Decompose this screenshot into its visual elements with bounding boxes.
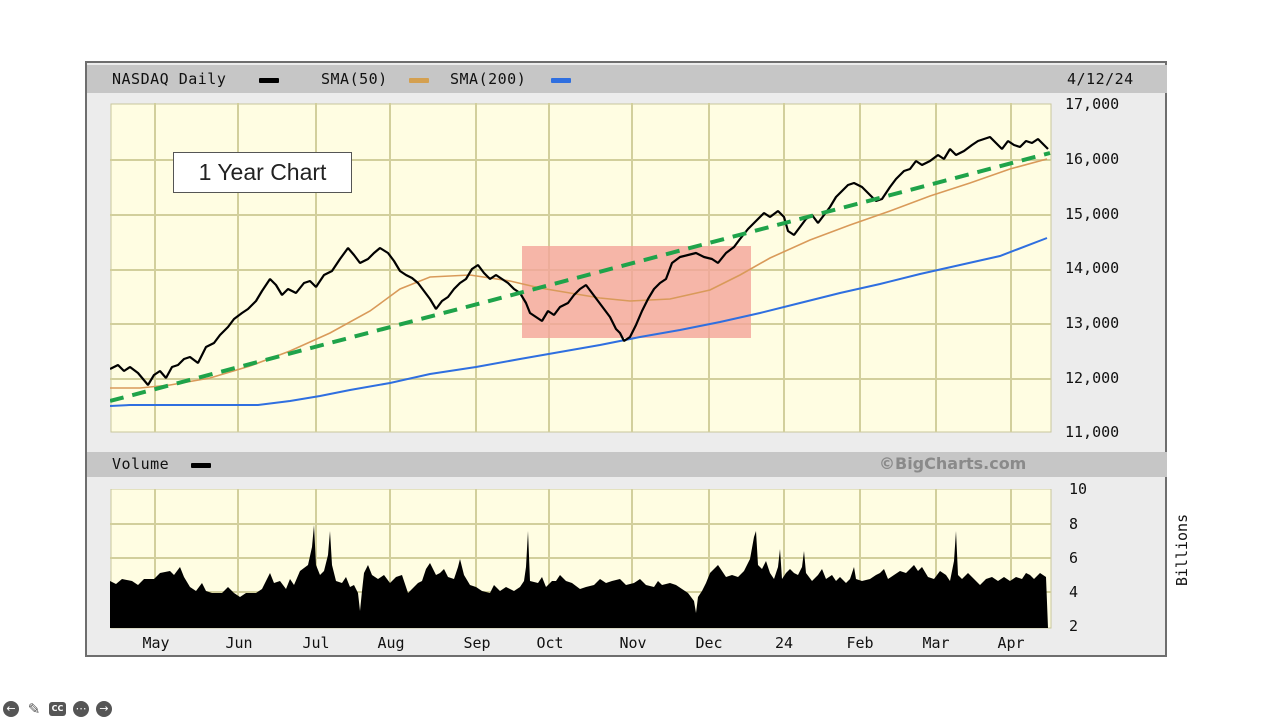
vol-tick-4: 4 — [1069, 583, 1079, 601]
trendline — [110, 151, 1051, 403]
volume-legend-swatch — [191, 463, 211, 468]
x-tick-feb: Feb — [846, 634, 874, 652]
x-tick-nov: Nov — [619, 634, 647, 652]
volume-header: Volume ©BigCharts.com — [87, 452, 1167, 477]
chart-date: 4/12/24 — [1067, 70, 1134, 88]
pen-icon[interactable]: ✎ — [27, 700, 41, 718]
closed-captions-icon[interactable]: CC — [49, 702, 66, 716]
legend-sma50-swatch — [409, 78, 429, 83]
next-icon[interactable]: → — [96, 701, 112, 717]
price-line — [110, 135, 1049, 386]
y-tick-11000: 11,000 — [1065, 423, 1120, 441]
x-tick-jul: Jul — [302, 634, 330, 652]
x-tick-aug: Aug — [377, 634, 405, 652]
bigcharts-watermark: ©BigCharts.com — [879, 454, 1027, 473]
vol-tick-10: 10 — [1069, 480, 1088, 498]
x-tick-may: May — [142, 634, 170, 652]
price-chart-header: NASDAQ Daily SMA(50) SMA(200) 4/12/24 — [87, 65, 1167, 93]
prev-icon[interactable]: ← — [3, 701, 19, 717]
x-tick-24: 24 — [774, 634, 794, 652]
price-plot — [110, 103, 1052, 433]
annotation-box: 1 Year Chart — [173, 152, 352, 193]
x-tick-mar: Mar — [922, 634, 950, 652]
x-tick-dec: Dec — [695, 634, 723, 652]
volume-plot — [110, 489, 1052, 629]
x-tick-apr: Apr — [997, 634, 1025, 652]
y-tick-14000: 14,000 — [1065, 259, 1120, 277]
slide-toolbar: ← ✎ CC ⋯ → — [3, 701, 112, 717]
vol-tick-2: 2 — [1069, 617, 1079, 635]
y-tick-12000: 12,000 — [1065, 369, 1120, 387]
x-tick-oct: Oct — [536, 634, 564, 652]
legend-sma200-swatch — [551, 78, 571, 83]
chart-title: NASDAQ Daily — [112, 70, 227, 88]
y-tick-16000: 16,000 — [1065, 150, 1120, 168]
legend-sma50-label: SMA(50) — [321, 70, 388, 88]
volume-axis-label: Billions — [1173, 513, 1191, 587]
more-icon[interactable]: ⋯ — [73, 701, 89, 717]
price-legend-swatch — [259, 78, 279, 83]
y-tick-15000: 15,000 — [1065, 205, 1120, 223]
chart-frame: NASDAQ Daily SMA(50) SMA(200) 4/12/24 17… — [85, 61, 1191, 657]
sma200-line — [110, 237, 1048, 407]
x-tick-sep: Sep — [463, 634, 491, 652]
y-tick-13000: 13,000 — [1065, 314, 1120, 332]
legend-sma200-label: SMA(200) — [450, 70, 527, 88]
sma50-line — [110, 158, 1048, 389]
vol-tick-6: 6 — [1069, 549, 1079, 567]
volume-area — [110, 525, 1048, 628]
y-tick-17000: 17,000 — [1065, 95, 1120, 113]
x-tick-jun: Jun — [225, 634, 253, 652]
volume-title: Volume — [112, 455, 170, 473]
vol-tick-8: 8 — [1069, 515, 1079, 533]
